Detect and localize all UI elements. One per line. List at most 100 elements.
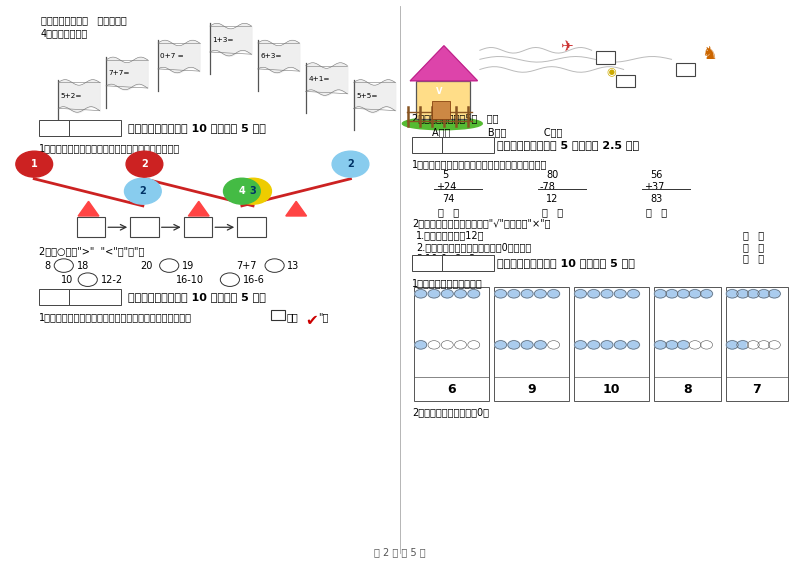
Circle shape	[574, 289, 586, 298]
Circle shape	[223, 178, 260, 204]
Text: 评卷人: 评卷人	[88, 124, 103, 133]
Circle shape	[126, 151, 163, 177]
FancyBboxPatch shape	[237, 217, 266, 237]
Polygon shape	[286, 201, 306, 216]
Circle shape	[534, 289, 546, 298]
Circle shape	[614, 289, 626, 298]
Text: 20: 20	[141, 261, 153, 271]
Text: 13: 13	[287, 261, 300, 271]
Text: 答：池塘里还有（   ）只青蛙。: 答：池塘里还有（ ）只青蛙。	[41, 15, 126, 25]
FancyBboxPatch shape	[726, 287, 788, 401]
Text: 1.时整，分针指向12。: 1.时整，分针指向12。	[416, 231, 485, 241]
Text: 10: 10	[61, 275, 73, 285]
Circle shape	[548, 341, 560, 349]
Text: 16-6: 16-6	[242, 275, 265, 285]
Text: 19: 19	[182, 261, 194, 271]
Circle shape	[747, 341, 759, 349]
Polygon shape	[188, 201, 209, 216]
FancyBboxPatch shape	[574, 287, 649, 401]
Circle shape	[414, 289, 426, 298]
Text: 6+3=: 6+3=	[260, 54, 282, 59]
Text: 80: 80	[546, 170, 558, 180]
FancyBboxPatch shape	[412, 255, 442, 271]
Text: 5+2=: 5+2=	[61, 93, 82, 99]
Circle shape	[414, 341, 426, 349]
Text: 2: 2	[347, 159, 354, 169]
Circle shape	[521, 289, 533, 298]
Circle shape	[768, 341, 780, 349]
Circle shape	[614, 341, 626, 349]
Text: （   ）: （ ）	[542, 207, 563, 217]
Text: 2．买一个文具盒要5（   ）。: 2．买一个文具盒要5（ ）。	[412, 114, 498, 123]
FancyBboxPatch shape	[432, 101, 450, 119]
Circle shape	[678, 289, 690, 298]
Text: 8: 8	[45, 261, 50, 271]
Circle shape	[521, 341, 533, 349]
FancyBboxPatch shape	[270, 310, 285, 320]
FancyBboxPatch shape	[442, 255, 494, 271]
Text: 5: 5	[442, 170, 449, 180]
Circle shape	[16, 151, 53, 177]
FancyBboxPatch shape	[416, 81, 470, 119]
Text: 2．数一数，看相对应的0。: 2．数一数，看相对应的0。	[412, 407, 489, 418]
Text: 4: 4	[238, 186, 246, 196]
FancyBboxPatch shape	[596, 51, 615, 64]
Polygon shape	[78, 201, 99, 216]
Circle shape	[468, 289, 480, 298]
Circle shape	[601, 341, 613, 349]
Circle shape	[494, 289, 506, 298]
Circle shape	[442, 289, 454, 298]
FancyBboxPatch shape	[77, 217, 106, 237]
FancyBboxPatch shape	[70, 289, 122, 305]
Text: 得分: 得分	[50, 124, 59, 133]
Text: 内打: 内打	[286, 312, 298, 322]
Text: 评卷人: 评卷人	[88, 293, 103, 302]
Circle shape	[758, 289, 770, 298]
Text: 第 2 页 共 5 页: 第 2 页 共 5 页	[374, 547, 426, 557]
FancyBboxPatch shape	[39, 289, 70, 305]
Text: （   ）: （ ）	[646, 207, 667, 217]
Text: （   ）: （ ）	[743, 231, 765, 241]
Text: ✈: ✈	[560, 40, 573, 54]
Text: 4．计算夺红旗。: 4．计算夺红旗。	[41, 28, 88, 38]
Circle shape	[508, 341, 520, 349]
Circle shape	[737, 341, 749, 349]
Text: 得分: 得分	[422, 259, 432, 268]
Text: 2.查里一个苹果也没有，可以用0来表示。: 2.查里一个苹果也没有，可以用0来表示。	[416, 242, 531, 252]
Circle shape	[548, 289, 560, 298]
Circle shape	[768, 289, 780, 298]
Text: 四、选一选（本题共 10 分，每题 5 分）: 四、选一选（本题共 10 分，每题 5 分）	[129, 292, 266, 302]
Circle shape	[601, 289, 613, 298]
Circle shape	[654, 341, 666, 349]
Text: （   ）: （ ）	[743, 253, 765, 263]
Text: 0+7 =: 0+7 =	[161, 54, 184, 59]
Text: 2．在○里填">"  "<"或"＝"。: 2．在○里填">" "<"或"＝"。	[39, 246, 145, 256]
Circle shape	[125, 178, 162, 204]
Circle shape	[627, 289, 639, 298]
Text: 8: 8	[683, 383, 692, 396]
Text: （   ）: （ ）	[438, 207, 459, 217]
Text: 18: 18	[77, 261, 89, 271]
Text: +37: +37	[643, 182, 664, 192]
Circle shape	[468, 341, 480, 349]
FancyBboxPatch shape	[675, 63, 694, 76]
Circle shape	[758, 341, 770, 349]
Text: "。: "。	[318, 312, 328, 322]
Text: 评卷人: 评卷人	[461, 141, 476, 150]
Text: 1．把下面的四个球的序号按球从重到轻的顺序排列！: 1．把下面的四个球的序号按球从重到轻的顺序排列！	[39, 143, 180, 153]
Circle shape	[726, 341, 738, 349]
Text: 16-10: 16-10	[176, 275, 204, 285]
Text: 评卷人: 评卷人	[461, 259, 476, 268]
FancyBboxPatch shape	[39, 120, 70, 136]
Polygon shape	[410, 46, 478, 81]
Text: 1+3=: 1+3=	[212, 37, 234, 42]
Circle shape	[666, 289, 678, 298]
FancyBboxPatch shape	[70, 120, 122, 136]
Text: 12-2: 12-2	[101, 275, 122, 285]
Text: 1．病题门诊（先判断对错，并将错的改正过来）。: 1．病题门诊（先判断对错，并将错的改正过来）。	[412, 160, 547, 170]
Text: 10: 10	[603, 383, 620, 396]
Circle shape	[442, 341, 454, 349]
Circle shape	[588, 341, 600, 349]
Circle shape	[689, 289, 701, 298]
Text: 12: 12	[546, 194, 558, 204]
